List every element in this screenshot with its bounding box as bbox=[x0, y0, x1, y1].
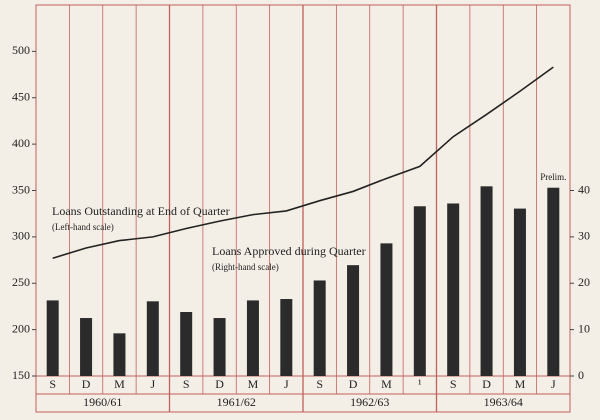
y-tick-label: 250 bbox=[12, 275, 30, 289]
x-tick-label: ¹ bbox=[418, 377, 422, 391]
bar bbox=[313, 280, 326, 376]
x-tick-label: M bbox=[515, 377, 526, 391]
x-tick-label: D bbox=[349, 377, 358, 391]
x-tick-label: M bbox=[248, 377, 259, 391]
x-tick-label: J bbox=[551, 377, 556, 391]
bar bbox=[180, 312, 193, 376]
y-tick-label: 500 bbox=[12, 43, 30, 57]
y-tick-label: 200 bbox=[12, 321, 30, 335]
annotation: Prelim. bbox=[540, 172, 566, 182]
x-tick-label: D bbox=[482, 377, 491, 391]
x-tick-label: M bbox=[381, 377, 392, 391]
x-tick-label: S bbox=[49, 377, 56, 391]
bar bbox=[246, 300, 259, 376]
y-tick-label: 450 bbox=[12, 90, 30, 104]
bar bbox=[380, 243, 393, 376]
x-tick-label: M bbox=[114, 377, 125, 391]
bar bbox=[547, 187, 560, 376]
bar bbox=[480, 186, 493, 376]
series-label: Loans Outstanding at End of Quarter bbox=[52, 204, 230, 218]
y-tick-label: 150 bbox=[12, 368, 30, 382]
bar bbox=[513, 208, 526, 376]
series-note: (Left-hand scale) bbox=[52, 222, 114, 232]
y2-tick-label: 20 bbox=[578, 275, 590, 289]
x-tick-label: D bbox=[82, 377, 91, 391]
group-label: 1961/62 bbox=[217, 395, 256, 409]
y-tick-label: 400 bbox=[12, 136, 30, 150]
y2-tick-label: 40 bbox=[578, 182, 590, 196]
x-tick-label: D bbox=[215, 377, 224, 391]
group-label: 1960/61 bbox=[83, 395, 122, 409]
bar bbox=[280, 299, 293, 376]
series-label: Loans Approved during Quarter bbox=[212, 244, 366, 258]
bar bbox=[413, 206, 426, 376]
series-note: (Right-hand scale) bbox=[212, 262, 279, 272]
y2-tick-label: 30 bbox=[578, 229, 590, 243]
y2-tick-label: 10 bbox=[578, 321, 590, 335]
line bbox=[52, 66, 554, 259]
bar bbox=[46, 300, 59, 376]
bar bbox=[447, 203, 460, 376]
y-tick-label: 300 bbox=[12, 229, 30, 243]
bar bbox=[146, 301, 159, 376]
bar bbox=[213, 318, 226, 376]
bar bbox=[113, 333, 126, 376]
x-tick-label: J bbox=[150, 377, 155, 391]
group-label: 1963/64 bbox=[484, 395, 523, 409]
x-tick-label: S bbox=[316, 377, 323, 391]
x-tick-label: S bbox=[183, 377, 190, 391]
x-tick-label: J bbox=[284, 377, 289, 391]
y-tick-label: 350 bbox=[12, 182, 30, 196]
x-tick-label: S bbox=[450, 377, 457, 391]
bar bbox=[347, 265, 360, 376]
bar bbox=[80, 318, 93, 376]
y2-tick-label: 0 bbox=[578, 368, 584, 382]
group-label: 1962/63 bbox=[350, 395, 389, 409]
